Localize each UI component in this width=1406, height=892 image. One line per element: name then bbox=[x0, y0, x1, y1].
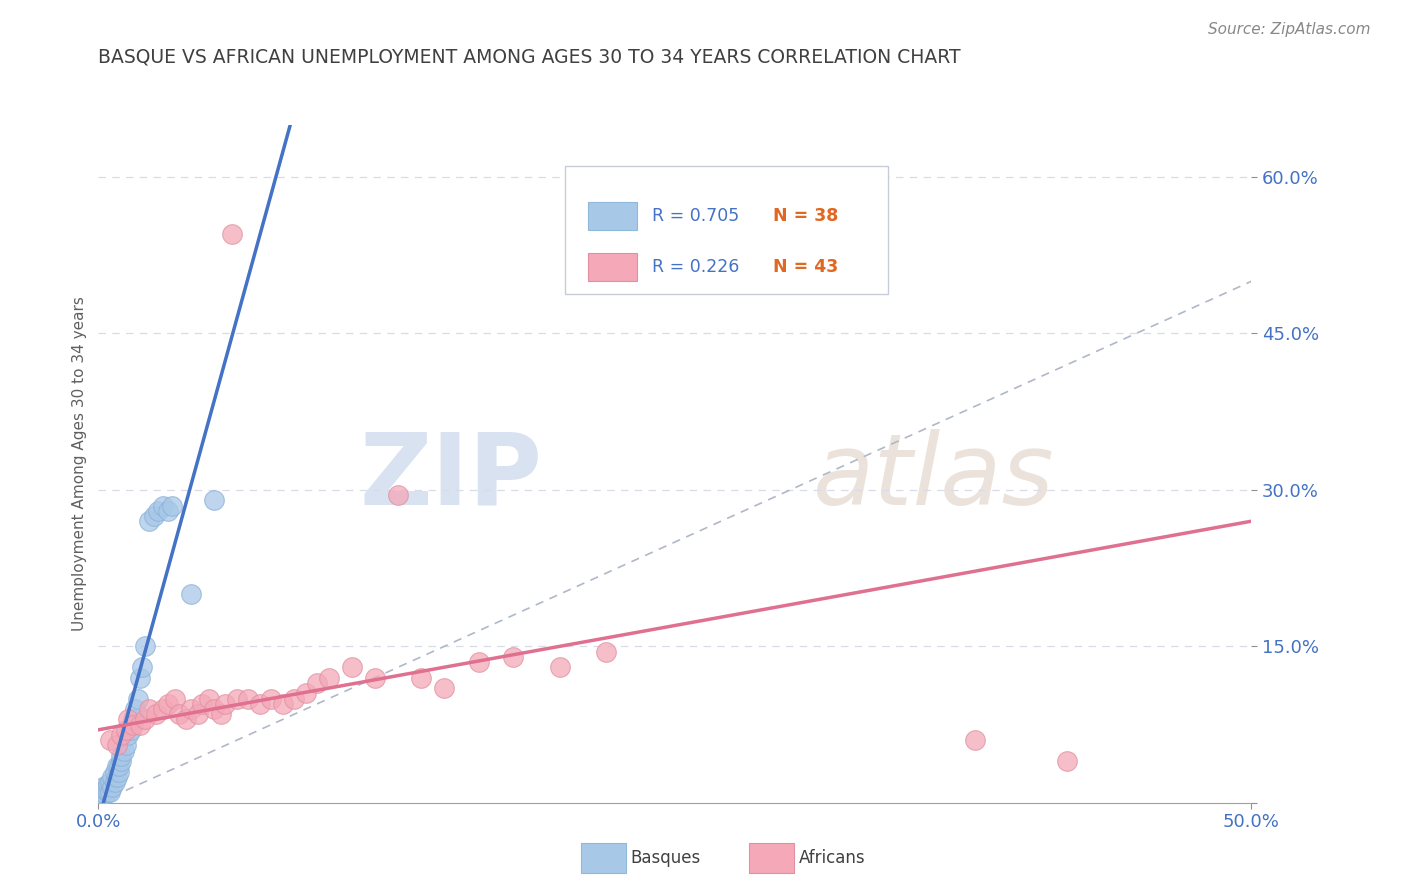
Point bbox=[307, 676, 329, 690]
Point bbox=[191, 697, 214, 711]
Point bbox=[110, 748, 132, 763]
FancyBboxPatch shape bbox=[588, 252, 637, 281]
Point bbox=[249, 697, 271, 711]
Point bbox=[97, 777, 120, 791]
Point bbox=[148, 504, 170, 518]
Point bbox=[90, 790, 112, 805]
Point bbox=[595, 644, 617, 658]
Point bbox=[145, 707, 167, 722]
Point bbox=[202, 493, 225, 508]
Text: ZIP: ZIP bbox=[360, 429, 543, 526]
Point bbox=[129, 671, 152, 685]
Text: N = 43: N = 43 bbox=[773, 258, 838, 276]
Point bbox=[156, 697, 179, 711]
Point bbox=[138, 702, 160, 716]
Point bbox=[98, 775, 121, 789]
FancyBboxPatch shape bbox=[565, 166, 889, 294]
Point bbox=[127, 691, 149, 706]
Point bbox=[129, 717, 152, 731]
Point bbox=[160, 499, 183, 513]
Point bbox=[167, 707, 190, 722]
Point bbox=[110, 728, 132, 742]
Point bbox=[198, 691, 221, 706]
Text: Source: ZipAtlas.com: Source: ZipAtlas.com bbox=[1208, 22, 1371, 37]
Point bbox=[117, 712, 139, 726]
Point bbox=[1056, 754, 1078, 768]
Point bbox=[283, 691, 305, 706]
Point bbox=[124, 702, 146, 716]
Point bbox=[187, 707, 209, 722]
Point bbox=[134, 712, 156, 726]
Point bbox=[260, 691, 283, 706]
Point bbox=[115, 723, 138, 737]
Point bbox=[94, 783, 117, 797]
Point bbox=[105, 770, 128, 784]
Point bbox=[433, 681, 456, 695]
Point bbox=[98, 785, 121, 799]
Text: BASQUE VS AFRICAN UNEMPLOYMENT AMONG AGES 30 TO 34 YEARS CORRELATION CHART: BASQUE VS AFRICAN UNEMPLOYMENT AMONG AGE… bbox=[98, 48, 962, 67]
Point bbox=[134, 640, 156, 654]
Text: Basques: Basques bbox=[630, 849, 700, 867]
Point bbox=[122, 712, 145, 726]
Point bbox=[101, 770, 124, 784]
Point bbox=[120, 723, 142, 737]
Point bbox=[238, 691, 260, 706]
Point bbox=[387, 488, 409, 502]
Point bbox=[142, 508, 165, 523]
Point bbox=[364, 671, 387, 685]
Point bbox=[90, 788, 112, 802]
Point bbox=[115, 739, 138, 753]
Point bbox=[98, 733, 121, 747]
Point bbox=[91, 780, 114, 794]
Point bbox=[131, 660, 153, 674]
Point bbox=[180, 702, 202, 716]
Point bbox=[117, 728, 139, 742]
Point bbox=[295, 686, 318, 700]
Point bbox=[548, 660, 571, 674]
Point bbox=[963, 733, 986, 747]
Y-axis label: Unemployment Among Ages 30 to 34 years: Unemployment Among Ages 30 to 34 years bbox=[72, 296, 87, 632]
Point bbox=[103, 775, 125, 789]
Point bbox=[209, 707, 232, 722]
Point bbox=[318, 671, 340, 685]
Point bbox=[156, 504, 179, 518]
Text: N = 38: N = 38 bbox=[773, 207, 838, 225]
Point bbox=[152, 499, 174, 513]
Point bbox=[411, 671, 433, 685]
Point bbox=[340, 660, 363, 674]
Point bbox=[174, 712, 197, 726]
Point bbox=[108, 764, 131, 779]
Point bbox=[502, 649, 524, 664]
Point bbox=[110, 754, 132, 768]
Text: atlas: atlas bbox=[813, 429, 1054, 526]
Point bbox=[152, 702, 174, 716]
Text: R = 0.705: R = 0.705 bbox=[652, 207, 740, 225]
FancyBboxPatch shape bbox=[588, 202, 637, 230]
Point bbox=[163, 691, 186, 706]
Point bbox=[138, 514, 160, 528]
Point bbox=[101, 780, 124, 794]
Point bbox=[103, 764, 125, 779]
Point bbox=[202, 702, 225, 716]
Point bbox=[122, 717, 145, 731]
Point bbox=[91, 785, 114, 799]
Point bbox=[221, 227, 243, 242]
Point bbox=[180, 587, 202, 601]
Point bbox=[112, 744, 135, 758]
Point bbox=[105, 759, 128, 773]
Text: Africans: Africans bbox=[799, 849, 865, 867]
Point bbox=[214, 697, 236, 711]
Point bbox=[108, 759, 131, 773]
Point bbox=[94, 788, 117, 802]
Text: R = 0.226: R = 0.226 bbox=[652, 258, 740, 276]
Point bbox=[468, 655, 491, 669]
Point bbox=[105, 739, 128, 753]
Point bbox=[271, 697, 294, 711]
Point bbox=[225, 691, 247, 706]
Point bbox=[97, 785, 120, 799]
